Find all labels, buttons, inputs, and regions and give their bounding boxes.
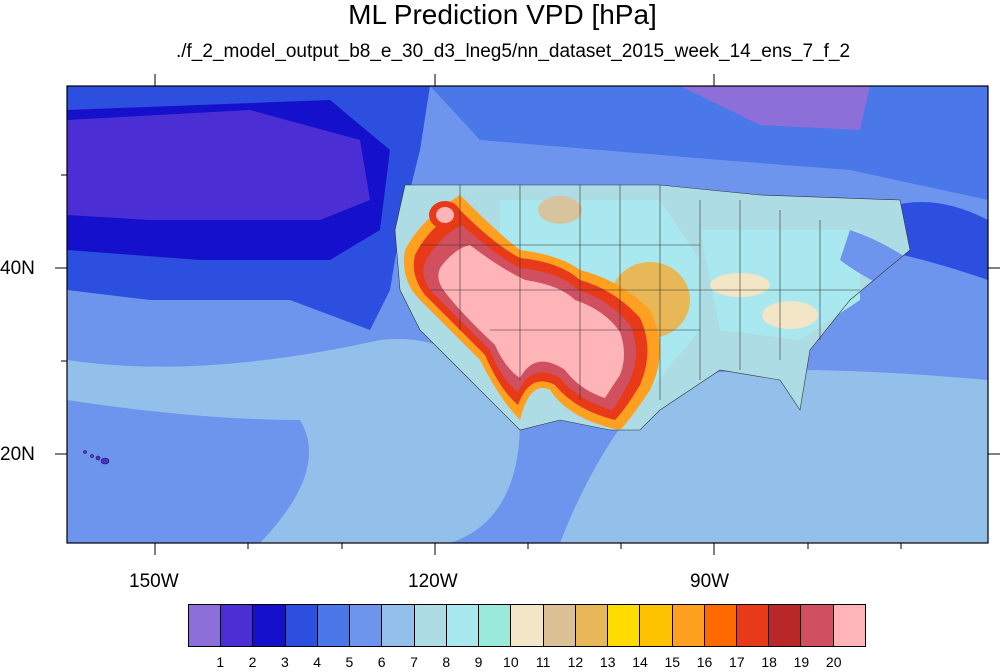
colorbar-label: 11 <box>535 654 551 670</box>
x-tick-150w: 150W <box>129 571 179 592</box>
colorbar-swatch <box>479 605 512 646</box>
colorbar-label: 10 <box>503 654 519 670</box>
colorbar-label: 12 <box>567 654 584 670</box>
colorbar-swatch <box>769 605 802 646</box>
colorbar-label: 6 <box>377 654 386 670</box>
colorbar-label: 8 <box>442 654 451 670</box>
colorbar-swatch <box>801 605 834 646</box>
colorbar-label: 2 <box>248 654 257 670</box>
colorbar-label: 16 <box>696 654 713 670</box>
colorbar-label: 4 <box>313 654 322 670</box>
colorbar-label: 7 <box>410 654 418 670</box>
colorbar-swatch <box>253 605 286 646</box>
colorbar-swatch <box>640 605 673 646</box>
y-tick-40n: 40N <box>0 258 35 279</box>
map-subtitle: ./f_2_model_output_b8_e_30_d3_lneg5/nn_d… <box>175 41 851 62</box>
colorbar-swatch <box>672 605 705 646</box>
colorbar-swatch <box>189 605 222 646</box>
colorbar-label: 1 <box>216 654 225 670</box>
colorbar-swatch <box>736 605 770 646</box>
x-tick-120w: 120W <box>408 571 458 592</box>
colorbar-swatch <box>608 605 641 646</box>
y-tick-20n: 20N <box>0 444 35 465</box>
colorbar-swatch <box>543 605 576 646</box>
colorbar-label: 19 <box>793 654 810 670</box>
colorbar <box>188 604 866 647</box>
colorbar-label: 5 <box>345 654 354 670</box>
colorbar-swatch <box>704 605 737 646</box>
colorbar-swatch <box>446 605 480 646</box>
colorbar-label: 14 <box>632 654 648 670</box>
vpd-map <box>55 74 1000 555</box>
colorbar-swatch <box>833 605 865 646</box>
colorbar-swatch <box>575 605 609 646</box>
x-tick-90w: 90W <box>690 571 730 592</box>
colorbar-label: 18 <box>761 654 777 670</box>
contour-field <box>67 86 988 543</box>
colorbar-swatch <box>414 605 447 646</box>
colorbar-swatch <box>317 605 351 646</box>
colorbar-swatch <box>382 605 415 646</box>
colorbar-label: 17 <box>729 654 745 670</box>
map-title: ML Prediction VPD [hPa] <box>348 0 657 30</box>
axis-ticks <box>55 74 1000 555</box>
colorbar-label: 9 <box>474 654 483 670</box>
colorbar-label: 3 <box>280 654 289 670</box>
colorbar-swatch <box>285 605 318 646</box>
colorbar-labels: 1 2 3 4 5 6 7 8 9 10 11 12 13 14 15 16 17 18 19 20 <box>188 654 866 672</box>
colorbar-swatch <box>350 605 383 646</box>
colorbar-swatch <box>221 605 254 646</box>
colorbar-label: 13 <box>599 654 616 670</box>
colorbar-swatch <box>511 605 544 646</box>
colorbar-label: 15 <box>664 654 681 670</box>
colorbar-label: 20 <box>825 654 842 670</box>
